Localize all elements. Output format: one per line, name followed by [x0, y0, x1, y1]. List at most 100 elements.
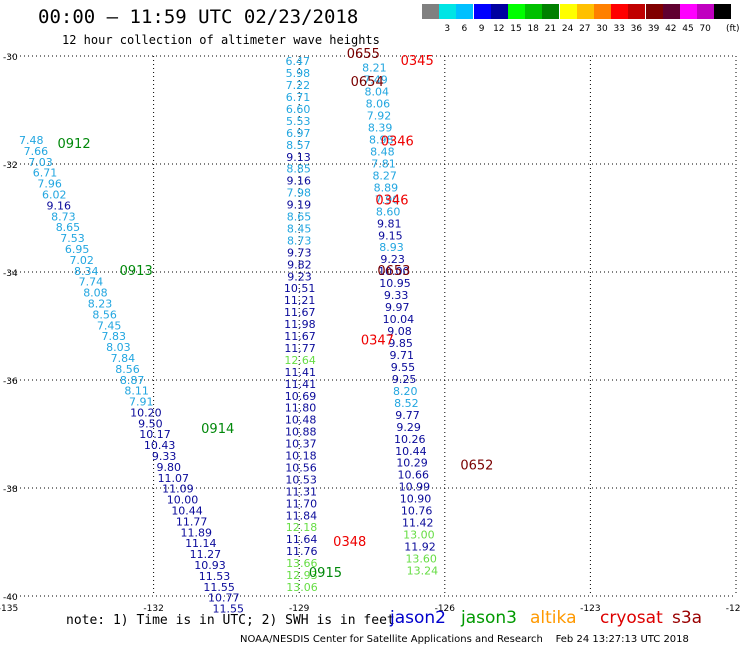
wave-height-value: 8.52 [394, 397, 419, 410]
satellite-label-s3a: s3a [672, 608, 703, 628]
wave-height-value: 11.53 [199, 570, 231, 583]
legend-label: 9 [478, 24, 485, 34]
wave-height-value: 5.53 [286, 115, 311, 128]
y-tick-label: -38 [3, 485, 18, 495]
wave-height-value: 7.83 [102, 330, 127, 343]
legend-label: 45 [682, 24, 694, 34]
legend-unit: (ft) [726, 24, 740, 34]
wave-height-value: 10.51 [284, 282, 316, 295]
legend-swatch [714, 4, 732, 19]
wave-height-value: 6.71 [33, 167, 58, 180]
wave-height-value: 10.00 [378, 265, 410, 278]
wave-height-value: 11.67 [284, 306, 316, 319]
wave-height-value: 11.27 [190, 548, 222, 561]
legend-swatch [490, 4, 508, 19]
x-tick-label: -120 [726, 604, 740, 614]
legend-swatch [628, 4, 646, 19]
wave-height-value: 9.77 [395, 409, 420, 422]
y-tick-label: -36 [3, 377, 18, 387]
wave-height-value: 11.64 [286, 533, 318, 546]
wave-height-value: 9.23 [287, 270, 312, 283]
legend-swatch [594, 4, 611, 19]
legend-swatch [525, 4, 543, 19]
wave-height-value: 11.42 [402, 517, 434, 530]
wave-height-value: 9.16 [286, 175, 311, 188]
wave-height-value: 7.03 [28, 156, 53, 169]
wave-height-value: 10.44 [395, 445, 427, 458]
wave-height-value: 6.71 [286, 91, 311, 104]
wave-height-value: 10.18 [285, 450, 317, 463]
wave-height-value: 8.23 [88, 297, 113, 310]
wave-height-value: 11.09 [162, 483, 194, 496]
wave-height-value: 10.90 [400, 493, 432, 506]
wave-height-value: 10.26 [394, 433, 426, 446]
wave-height-value: 8.20 [393, 385, 418, 398]
pass-time-label: 0652 [460, 459, 493, 474]
wave-height-value: 10.44 [171, 505, 203, 518]
wave-height-value: 11.14 [185, 537, 217, 550]
legend-swatch [559, 4, 577, 19]
chart-title: 00:00 – 11:59 UTC 02/23/2018 [38, 6, 359, 28]
wave-height-value: 8.48 [370, 145, 395, 158]
wave-height-value: 9.80 [156, 461, 181, 474]
wave-height-value: 7.45 [97, 319, 122, 332]
wave-height-value: 9.08 [387, 325, 412, 338]
legend-swatch [473, 4, 491, 19]
wave-height-value: 10.77 [208, 592, 240, 605]
wave-height-value: 10.66 [397, 469, 429, 482]
wave-height-value: 9.55 [391, 361, 416, 374]
x-tick-label: -135 [0, 604, 18, 614]
pass-time-label: 0347 [361, 333, 394, 348]
wave-height-value: 10.00 [167, 494, 199, 507]
legend-swatch [542, 4, 560, 19]
satellite-label-jason3: jason3 [461, 608, 517, 628]
legend-label: 24 [561, 24, 574, 34]
satellite-label-altika: altika [530, 608, 577, 628]
wave-height-value: 8.21 [362, 62, 387, 75]
wave-height-value: 9.81 [377, 217, 402, 230]
wave-height-value: 8.65 [56, 221, 81, 234]
wave-height-value: 8.93 [379, 241, 404, 254]
y-tick-label: -30 [3, 53, 18, 63]
wave-height-value: 11.77 [176, 515, 208, 528]
pass-time-label: 0346 [381, 135, 414, 150]
wave-height-value: 11.55 [203, 581, 235, 594]
wave-height-value: 6.60 [286, 103, 311, 116]
wave-height-value: 10.88 [285, 426, 317, 439]
legend-swatch [439, 4, 457, 19]
x-tick-label: -123 [580, 604, 600, 614]
wave-height-value: 8.57 [286, 139, 311, 152]
wave-height-value: 9.13 [286, 151, 311, 164]
legend-label: 33 [613, 24, 625, 34]
wave-height-value: 8.27 [372, 169, 397, 182]
pass-time-label: 0348 [333, 535, 366, 550]
wave-height-value: 11.70 [286, 497, 318, 510]
chart-subtitle: 12 hour collection of altimeter wave hei… [62, 33, 380, 47]
wave-height-value: 8.60 [376, 205, 401, 218]
wave-height-value: 9.29 [396, 421, 421, 434]
wave-height-value: 7.96 [37, 178, 62, 191]
wave-height-value: 6.95 [65, 243, 90, 256]
wave-height-value: 9.50 [138, 417, 163, 430]
legend-label: 42 [665, 24, 677, 34]
wave-height-value: 11.31 [285, 485, 317, 498]
wave-height-value: 8.08 [83, 287, 108, 300]
wave-height-value: 7.98 [287, 187, 312, 200]
wave-height-value: 11.80 [285, 402, 317, 415]
wave-height-value: 11.92 [404, 541, 436, 554]
wave-height-value: 10.20 [130, 406, 162, 419]
wave-height-value: 11.77 [284, 342, 316, 355]
wave-height-value: 8.06 [366, 98, 391, 111]
wave-height-value: 8.98 [369, 133, 394, 146]
wave-height-value: 9.71 [390, 349, 415, 362]
legend-label: 6 [461, 24, 468, 34]
wave-height-value: 8.56 [92, 308, 117, 321]
wave-height-value: 9.97 [385, 301, 410, 314]
wave-height-value: 10.69 [285, 390, 317, 403]
wave-height-value: 10.04 [383, 313, 415, 326]
wave-height-value: 8.65 [287, 211, 312, 224]
pass-time-label: 0346 [375, 194, 408, 209]
wave-height-value: 8.03 [106, 341, 131, 354]
wave-height-value: 7.48 [19, 134, 44, 147]
